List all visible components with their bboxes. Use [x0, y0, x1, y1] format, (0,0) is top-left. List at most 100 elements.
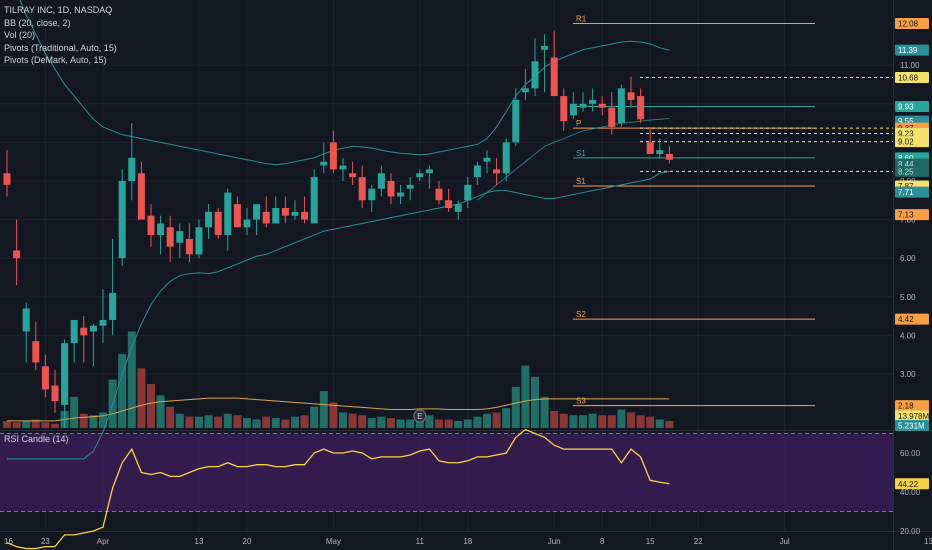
x-tick-label: May [326, 537, 341, 546]
volume-bar [540, 396, 549, 428]
x-tick-label: 8 [600, 537, 605, 546]
volume-bar [195, 416, 203, 428]
volume-ma-line [7, 397, 670, 422]
candle-body [205, 211, 213, 228]
price-badge-text: 7.13 [898, 211, 914, 220]
rsi-legend[interactable]: RSI Candle (14) [4, 434, 69, 444]
y-tick-label: 3.00 [900, 370, 916, 379]
price-badge-text: 5.231M [898, 422, 925, 431]
candle-body [301, 211, 309, 220]
y-tick-label: 5.00 [900, 293, 916, 302]
candle-body [185, 238, 193, 255]
volume-bar [281, 419, 290, 428]
volume-bar [367, 418, 376, 428]
candle-body [147, 215, 155, 236]
bollinger-bands [7, 0, 670, 460]
volume-bar [358, 415, 367, 428]
candle-body [397, 192, 405, 197]
price-badge-text: 4.42 [898, 315, 914, 324]
candles[interactable]: E [3, 30, 673, 429]
volume-bar [531, 376, 539, 428]
volume-bar [118, 354, 127, 428]
volume-bar [636, 415, 645, 428]
price-badge-bg [895, 44, 929, 56]
candle-body [387, 180, 395, 197]
candle-body [89, 325, 97, 332]
price-badge-bg [895, 410, 929, 422]
legend-pivots-demark[interactable]: Pivots (DeMark, Auto, 15) [4, 55, 107, 65]
price-badge-bg [895, 165, 929, 177]
price-badge-text: 8.25 [898, 167, 914, 176]
volume-bar [300, 415, 309, 428]
volume-bar [435, 419, 443, 428]
volume-bar [521, 365, 530, 428]
candle-body [3, 173, 11, 185]
bb-basis-line [477, 117, 670, 201]
volume-bar [70, 396, 79, 428]
candle-body [579, 103, 587, 108]
x-tick-label: 23 [41, 537, 50, 546]
candle-body [243, 219, 251, 228]
volume-bar [252, 419, 261, 428]
price-badge-bg [895, 136, 929, 148]
candle-body [310, 177, 318, 224]
candle-body [406, 184, 414, 189]
candle-body [425, 169, 433, 174]
candle-body [502, 142, 510, 174]
legend-bb[interactable]: BB (20, close, 2) [4, 17, 71, 28]
volume-bar [377, 416, 386, 428]
price-badge-text: 13.978M [898, 412, 929, 421]
x-tick-label: 20 [243, 537, 252, 546]
candle-body [262, 211, 270, 224]
price-badge-bg [895, 420, 929, 431]
volume-bar [51, 423, 59, 428]
volume-bar [223, 413, 232, 428]
candle-body [224, 192, 232, 236]
candle-body [358, 177, 366, 201]
candle-body [281, 208, 289, 216]
volume-bar [425, 415, 434, 428]
rsi-badge-bg [895, 478, 929, 490]
candle-body [617, 88, 625, 124]
volume-bar [79, 413, 88, 428]
price-badge-text: 8.60 [898, 154, 914, 163]
candle-body [233, 204, 241, 228]
candle-body [377, 173, 385, 189]
price-badge-bg [895, 72, 929, 84]
volume-bar [291, 416, 299, 428]
candle-body [608, 107, 616, 127]
volume-bar [156, 395, 165, 428]
legend-symbol[interactable]: TILRAY INC, 1D, NASDAQ [4, 5, 113, 15]
volume-bar [511, 386, 520, 428]
volume-bar [579, 415, 587, 428]
y-tick-label: 4.00 [900, 331, 916, 340]
price-badge-bg [895, 209, 929, 221]
legend-vol[interactable]: Vol (20) [4, 30, 36, 40]
volume-bar [348, 413, 357, 428]
rsi-y-tick-label: 20.00 [900, 527, 921, 536]
pivot-label: S1 [576, 177, 586, 186]
candle-body [550, 57, 558, 97]
legend-pivots-traditional[interactable]: Pivots (Traditional, Auto, 15) [4, 42, 117, 53]
candle-body [569, 103, 577, 116]
candle-body [176, 231, 184, 243]
price-badge-text: 7.71 [898, 188, 914, 197]
volume-bar [99, 412, 107, 428]
volume-bars [3, 331, 674, 428]
price-badge-text: 2.18 [898, 402, 914, 411]
candle-body [454, 204, 462, 212]
volume-bar [271, 418, 280, 428]
volume-bar [473, 416, 482, 428]
volume-bar [31, 419, 40, 428]
price-badge-text: 7.87 [898, 182, 914, 191]
price-badge-text: 10.68 [898, 74, 919, 83]
volume-bar [329, 402, 338, 428]
price-badge-text: 11.39 [898, 46, 918, 55]
volume-bar [588, 413, 597, 428]
candle-body [656, 150, 664, 154]
candle-body [637, 96, 645, 120]
price-badge-text: 9.93 [898, 102, 914, 111]
candle-body [13, 250, 21, 259]
volume-bar [319, 391, 328, 428]
